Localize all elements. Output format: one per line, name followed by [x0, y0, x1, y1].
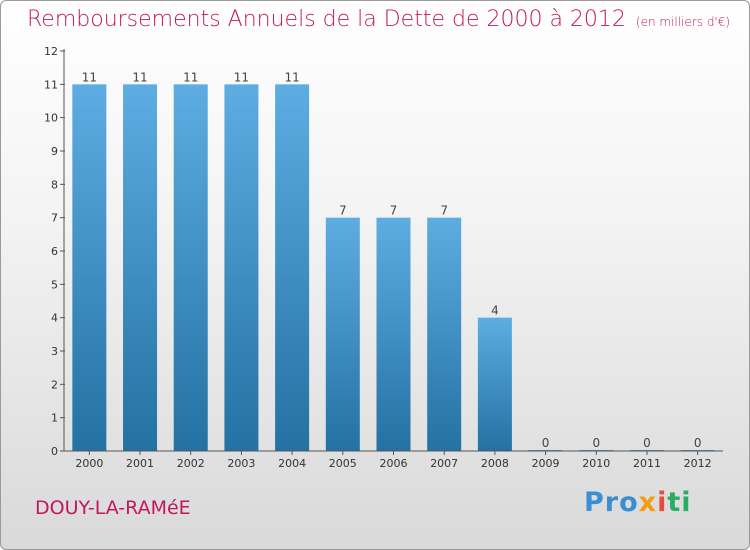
x-tick-label: 2009 [532, 457, 560, 470]
data-label: 0 [592, 436, 600, 450]
y-tick-label: 7 [51, 212, 58, 225]
data-label: 11 [284, 70, 299, 84]
x-tick-label: 2000 [75, 457, 103, 470]
data-label: 11 [183, 70, 198, 84]
x-tick-label: 2006 [380, 457, 408, 470]
data-label: 4 [491, 304, 499, 318]
x-tick-label: 2005 [329, 457, 357, 470]
y-tick-label: 9 [51, 145, 58, 158]
y-tick-label: 5 [51, 278, 58, 291]
x-tick-label: 2010 [582, 457, 610, 470]
y-tick-label: 4 [51, 312, 58, 325]
y-tick-label: 8 [51, 178, 58, 191]
bar [72, 84, 107, 451]
y-tick-label: 3 [51, 345, 58, 358]
logo-part-4: ti [667, 487, 692, 518]
data-label: 11 [132, 70, 147, 84]
y-tick-label: 2 [51, 378, 58, 391]
bar [173, 84, 208, 451]
logo-part-2: x [638, 487, 658, 518]
bar [477, 317, 512, 451]
y-tick-label: 1 [51, 412, 58, 425]
chart-title: Remboursements Annuels de la Dette de 20… [27, 7, 730, 32]
data-label: 11 [82, 70, 97, 84]
data-label: 7 [390, 204, 398, 218]
chart-unit: (en milliers d'€) [635, 15, 731, 29]
x-tick-label: 2001 [126, 457, 154, 470]
y-tick-label: 12 [44, 45, 58, 58]
y-tick-label: 10 [44, 112, 58, 125]
bar [376, 217, 411, 451]
commune-name: DOUY-LA-RAMéE [35, 497, 191, 519]
y-tick-label: 6 [51, 245, 58, 258]
logo-part-1: Pro [584, 487, 639, 518]
x-tick-label: 2007 [430, 457, 458, 470]
y-tick-label: 11 [44, 78, 58, 91]
bar [427, 217, 462, 451]
data-label: 0 [694, 436, 702, 450]
data-label: 11 [234, 70, 249, 84]
y-tick-label: 0 [51, 445, 58, 458]
bar [325, 217, 360, 451]
x-tick-label: 2004 [278, 457, 306, 470]
bar [123, 84, 158, 451]
bar [224, 84, 259, 451]
x-tick-label: 2008 [481, 457, 509, 470]
data-label: 0 [643, 436, 651, 450]
x-tick-label: 2003 [227, 457, 255, 470]
x-tick-label: 2011 [633, 457, 661, 470]
proxiti-logo[interactable]: Proxiti [584, 487, 692, 518]
data-label: 0 [542, 436, 550, 450]
bar [275, 84, 310, 451]
x-tick-label: 2002 [177, 457, 205, 470]
logo-part-3: i [657, 487, 668, 518]
chart-title-text: Remboursements Annuels de la Dette de 20… [27, 7, 626, 32]
data-label: 7 [440, 204, 448, 218]
data-label: 7 [339, 204, 347, 218]
x-tick-label: 2012 [684, 457, 712, 470]
